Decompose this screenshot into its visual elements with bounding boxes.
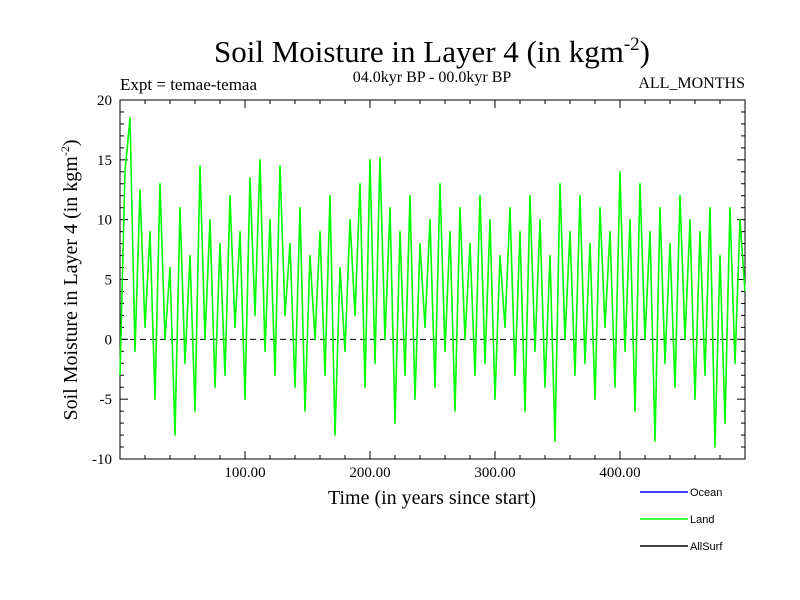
- y-tick-label: 0: [105, 332, 113, 348]
- x-tick-label: 300.00: [474, 465, 515, 481]
- x-tick-label: 400.00: [599, 465, 640, 481]
- tick-labels: 100.00 200.00 300.00 400.00 -10 -5 0 5 10 15 20: [92, 93, 641, 481]
- y-tick-label: -10: [92, 452, 112, 468]
- series-line-land: [119, 117, 746, 448]
- y-tick-label: 20: [97, 93, 112, 109]
- legend-label-allsurf: AllSurf: [690, 541, 723, 553]
- y-tick-label: 15: [97, 153, 112, 169]
- y-axis-label-close: ): [60, 139, 82, 146]
- period-label: 04.0kyr BP - 00.0kyr BP: [353, 69, 512, 86]
- y-tick-label: 5: [105, 273, 113, 289]
- y-tick-label: -5: [100, 392, 113, 408]
- chart-title-close: ): [640, 34, 650, 69]
- x-axis-label: Time (in years since start): [328, 487, 536, 509]
- legend-label-ocean: Ocean: [690, 487, 722, 499]
- y-axis-label: Soil Moisture in Layer 4 (in kgm-2): [58, 139, 82, 420]
- y-axis-label-main: Soil Moisture in Layer 4 (in kgm: [60, 156, 82, 421]
- x-tick-label: 200.00: [349, 465, 390, 481]
- legend-label-land: Land: [690, 514, 714, 526]
- chart-title-main: Soil Moisture in Layer 4 (in kgm: [214, 34, 624, 69]
- chart-title: Soil Moisture in Layer 4 (in kgm-2): [214, 34, 650, 69]
- y-axis-label-exponent: -2: [58, 146, 72, 156]
- legend: Ocean Land AllSurf: [640, 487, 723, 553]
- series-group: [119, 117, 746, 448]
- experiment-label: Expt = temae-temaa: [120, 75, 257, 94]
- chart-title-exponent: -2: [624, 34, 640, 55]
- x-tick-label: 100.00: [224, 465, 265, 481]
- y-tick-label: 10: [97, 213, 112, 229]
- months-label: ALL_MONTHS: [638, 75, 745, 92]
